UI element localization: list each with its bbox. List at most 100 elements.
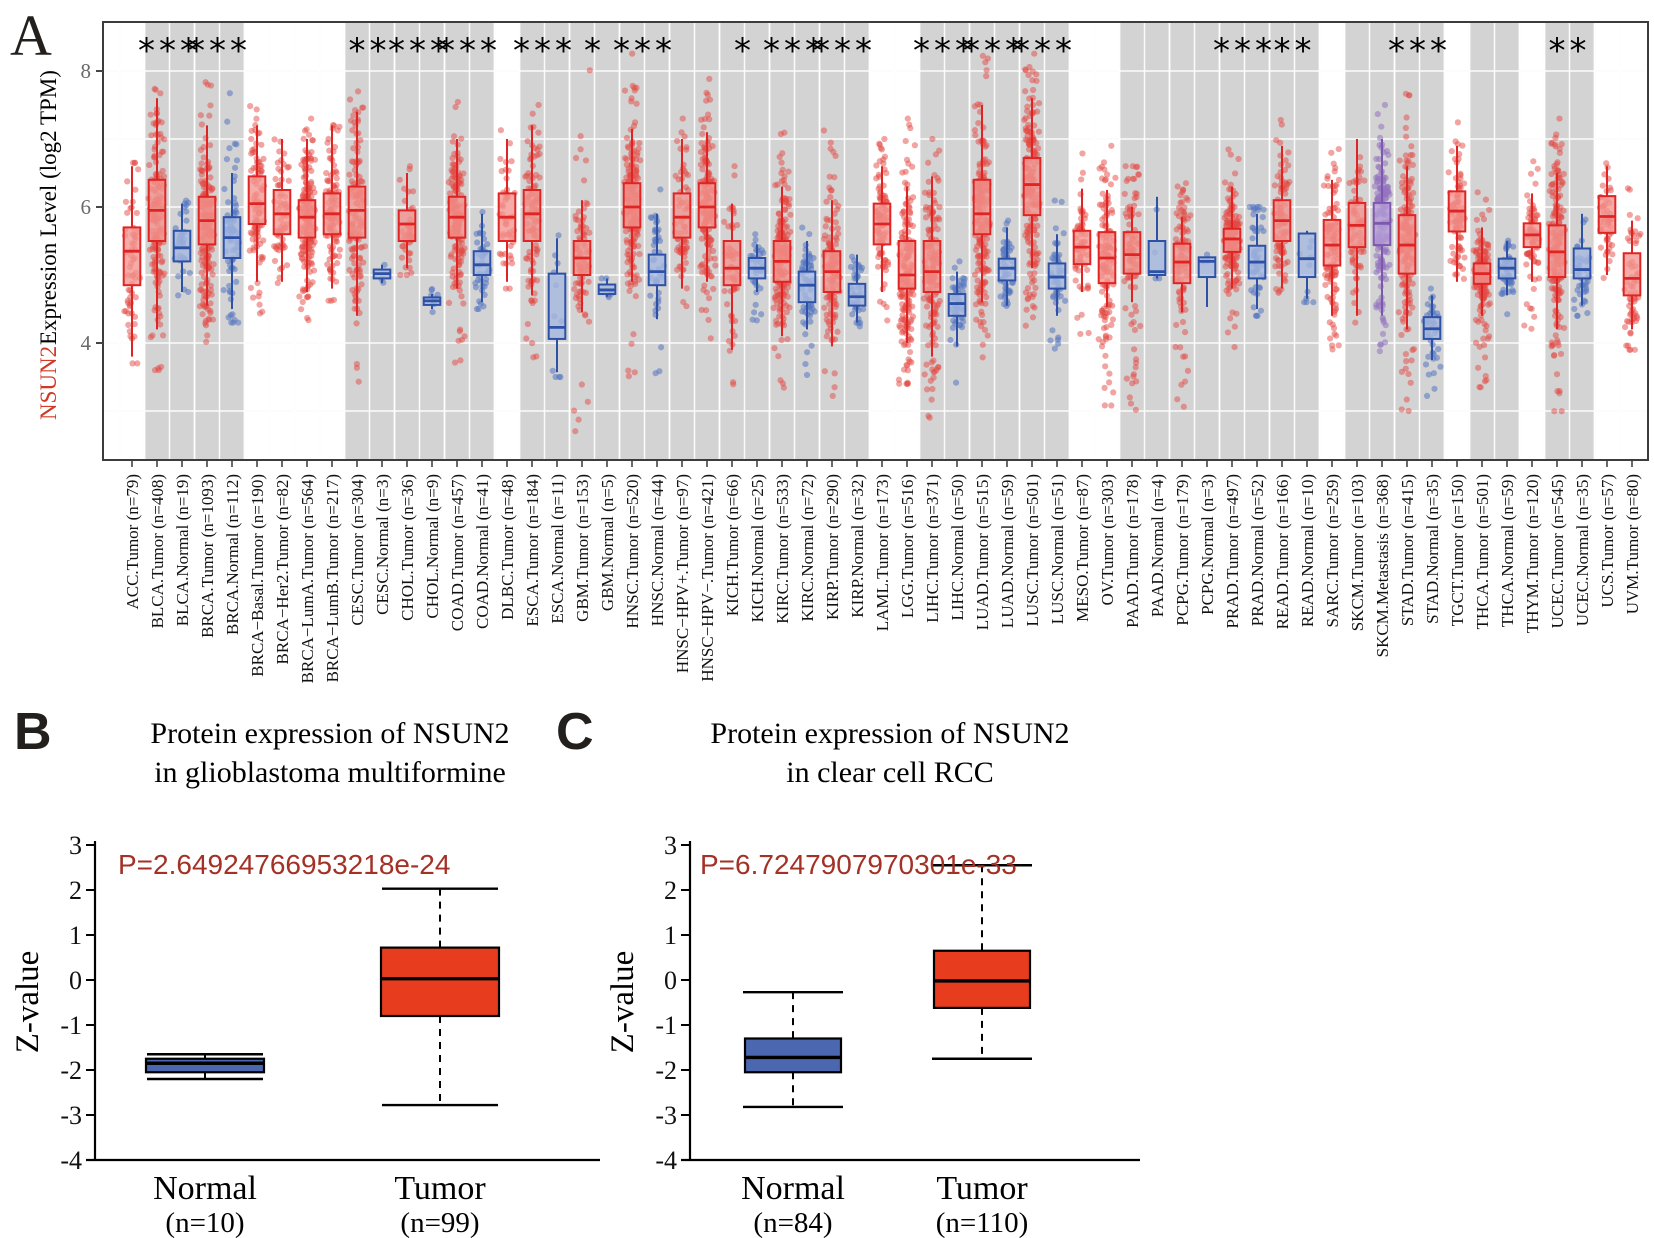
boxplot-UVM-tumor [1621,185,1644,353]
svg-text:KIRC.Normal (n=72): KIRC.Normal (n=72) [798,474,817,621]
boxplot-PRAD-tumor [1220,146,1244,351]
svg-text:PCPG.Normal (n=3): PCPG.Normal (n=3) [1198,474,1217,615]
svg-text:LIHC.Normal (n=50): LIHC.Normal (n=50) [948,474,967,621]
svg-text:LAML.Tumor (n=173): LAML.Tumor (n=173) [873,474,892,631]
panel-b-letter: B [14,703,52,761]
boxplot-STAD-tumor [1395,90,1419,415]
svg-text:ESCA.Normal (n=11): ESCA.Normal (n=11) [548,474,567,624]
boxplot-KICH-tumor [721,163,742,388]
boxplot-SKCM-metastasis [1371,101,1393,355]
boxplot-COAD-normal [472,208,493,313]
svg-text:COAD.Normal (n=41): COAD.Normal (n=41) [473,474,492,629]
boxplot-KIRP-normal [847,253,867,330]
svg-text:HNSC−HPV+.Tumor (n=97): HNSC−HPV+.Tumor (n=97) [673,474,692,673]
svg-text:***: *** [913,31,976,71]
svg-text:**: ** [1274,31,1316,71]
boxplot-OV-tumor [1095,142,1119,409]
svg-text:COAD.Tumor (n=457): COAD.Tumor (n=457) [448,474,467,631]
svg-text:KIRP.Normal (n=32): KIRP.Normal (n=32) [848,474,867,618]
boxplot-ESCA-tumor [522,101,543,361]
boxplot-BRCA-LumA-tumor [296,115,319,324]
svg-text:ACC.Tumor (n=79): ACC.Tumor (n=79) [123,474,142,610]
svg-text:GBM.Tumor (n=153): GBM.Tumor (n=153) [573,474,592,622]
boxplot-PCPG-tumor [1172,180,1194,410]
boxplot-BRCA-LumB-tumor [322,122,343,304]
boxplot-KIRC-normal [797,224,818,379]
boxplot-PCPG-normal [1197,251,1217,307]
panel-b-title: Protein expression of NSUN2 in glioblast… [70,714,590,792]
svg-text:PCPG.Tumor (n=179): PCPG.Tumor (n=179) [1173,474,1192,626]
svg-text:PRAD.Normal (n=52): PRAD.Normal (n=52) [1248,474,1267,626]
boxplot-CHOL-normal [422,285,442,316]
boxplot-GBM-normal [597,275,617,301]
boxplot-BRCA-Her2-tumor [271,136,292,287]
svg-text:***: *** [1388,31,1451,71]
svg-text:HNSC.Tumor (n=520): HNSC.Tumor (n=520) [623,474,642,628]
boxplot-b-normal [144,1053,266,1081]
boxplot-READ-tumor [1271,116,1293,296]
panel-c-title-line1: Protein expression of NSUN2 [710,717,1070,750]
boxplot-SKCM-tumor [1346,139,1368,326]
svg-text:LUAD.Tumor (n=515): LUAD.Tumor (n=515) [973,474,992,630]
boxplot-c-normal [743,990,843,1109]
svg-text:CESC.Normal (n=3): CESC.Normal (n=3) [373,474,392,615]
boxplot-UCS-tumor [1596,160,1617,282]
svg-text:GBM.Normal (n=5): GBM.Normal (n=5) [598,474,617,611]
svg-text:BLCA.Normal (n=19): BLCA.Normal (n=19) [173,474,192,626]
boxplot-HNSC-normal [647,186,667,377]
svg-text:BLCA.Tumor (n=408): BLCA.Tumor (n=408) [148,474,167,628]
svg-text:LUAD.Normal (n=59): LUAD.Normal (n=59) [998,474,1017,628]
boxplot-GBM-tumor [570,67,593,435]
svg-text:KICH.Normal (n=25): KICH.Normal (n=25) [748,474,767,622]
boxplot-KIRC-tumor [770,129,794,391]
panel-b-title-line1: Protein expression of NSUN2 [150,717,510,750]
boxplot-UCEC-tumor [1545,115,1569,415]
svg-text:ESCA.Tumor (n=184): ESCA.Tumor (n=184) [523,474,542,627]
svg-text:***: *** [513,31,576,71]
boxplot-ESCA-normal [547,232,567,381]
svg-text:PRAD.Tumor (n=497): PRAD.Tumor (n=497) [1223,474,1242,628]
svg-text:***: *** [138,31,201,71]
svg-text:CESC.Tumor (n=304): CESC.Tumor (n=304) [348,474,367,626]
panel-a-y-axis-label: NSUN2 Expression Level (log2 TPM) [36,30,62,460]
boxplot-UCEC-normal [1571,213,1593,319]
svg-text:BRCA−Her2.Tumor (n=82): BRCA−Her2.Tumor (n=82) [273,474,292,664]
svg-text:HNSC.Normal (n=44): HNSC.Normal (n=44) [648,474,667,626]
svg-text:***: *** [188,31,251,71]
svg-text:BRCA−LumB.Tumor (n=217): BRCA−LumB.Tumor (n=217) [323,474,342,682]
svg-text:***: *** [963,31,1026,71]
boxplot-LAML-tumor [872,135,892,324]
boxplot-PAAD-tumor [1121,163,1144,413]
svg-text:LIHC.Tumor (n=371): LIHC.Tumor (n=371) [923,474,942,623]
panel-c-letter: C [556,703,594,761]
y-axis-label-rest: Expression Level (log2 TPM) [36,70,61,346]
boxplot-CHOL-tumor [396,163,417,279]
protein-expression-boxplots: 3210-1-2-3-4Z-valueNormal(n=10)Tumor(n=9… [10,831,1140,1238]
panel-c-title: Protein expression of NSUN2 in clear cel… [655,714,1125,792]
panel-b-chart: 3210-1-2-3-4Z-valueNormal(n=10)Tumor(n=9… [10,831,600,1238]
panel-b-p-value: P=2.64924766953218e-24 [118,849,451,880]
svg-text:MESO.Tumor (n=87): MESO.Tumor (n=87) [1073,474,1092,622]
boxplot-THCA-tumor [1470,189,1493,391]
boxplot-BRCA-normal [220,90,242,326]
svg-text:***: *** [813,31,876,71]
svg-text:DLBC.Tumor (n=48): DLBC.Tumor (n=48) [498,474,517,620]
svg-text:***: *** [388,31,451,71]
boxplot-BRCA-tumor [196,79,218,346]
boxplot-COAD-tumor [445,98,468,366]
panel-c-p-value: P=6.7247907970301e-33 [700,849,1017,880]
boxplot-c-tumor [932,864,1032,1060]
boxplot-TGCT-tumor [1445,119,1468,282]
pan-cancer-expression-boxplot: ****** ******** *** * *** * ****** ********* ***… [81,21,1649,683]
svg-text:***: *** [1213,31,1276,71]
svg-text:PAAD.Tumor (n=178): PAAD.Tumor (n=178) [1123,474,1142,628]
boxplot-LUAD-normal [997,217,1017,310]
boxplot-MESO-tumor [1071,150,1092,338]
boxplot-ACC-tumor [121,159,143,367]
svg-text:KIRC.Tumor (n=533): KIRC.Tumor (n=533) [773,474,792,624]
boxplot-CESC-tumor [346,88,369,385]
svg-text:LUSC.Normal (n=51): LUSC.Normal (n=51) [1048,474,1067,624]
boxplot-THYM-tumor [1521,158,1543,332]
svg-text:KIRP.Tumor (n=290): KIRP.Tumor (n=290) [823,474,842,620]
svg-text:***: *** [763,31,826,71]
